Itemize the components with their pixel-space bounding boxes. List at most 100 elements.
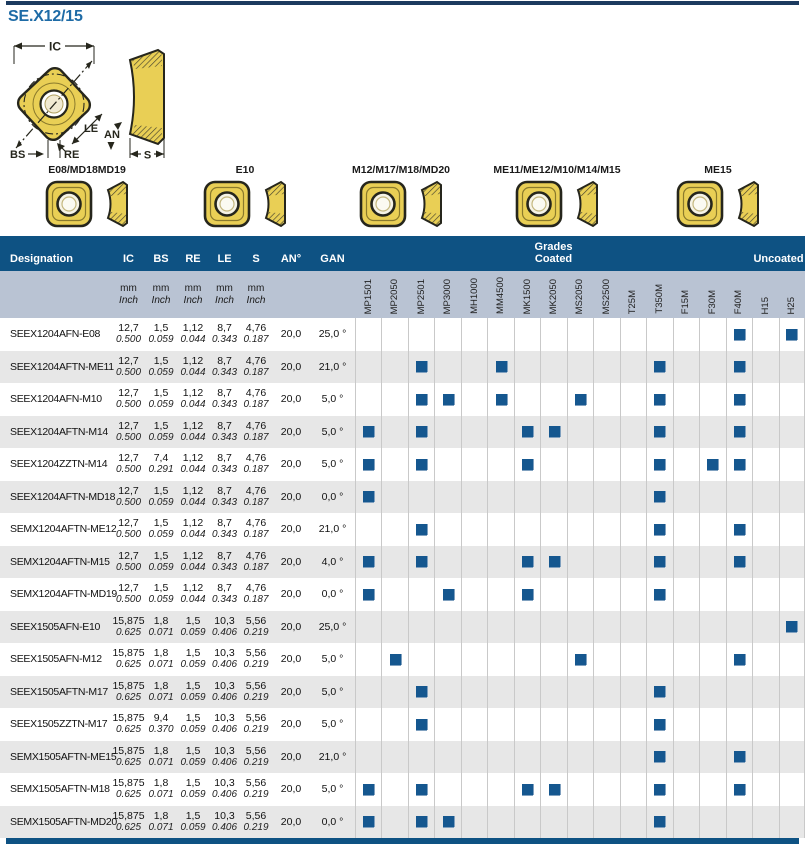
grade-cell-F30M: [699, 513, 725, 546]
ic-cell: 15,875 0.625: [112, 615, 145, 639]
table-row: SEEX1204AFN-M10 12,7 0.500 1,5 0.059 1,12 0.04…: [0, 383, 805, 416]
value-inch: 0.071: [148, 659, 174, 671]
grade-cell-MS2500: [593, 740, 619, 773]
le-cell: 8,7 0.343: [209, 322, 240, 346]
grade-cell-H25: [778, 318, 805, 351]
an-cell: 20,0: [280, 425, 302, 438]
availability-mark: [654, 686, 666, 698]
value-inch: 0.044: [180, 529, 206, 541]
value-mm: 8,7: [217, 387, 232, 400]
grade-cell-H15: [752, 675, 778, 708]
value-mm: 8,7: [217, 582, 232, 595]
value-inch: 0.406: [211, 724, 238, 736]
grade-cell-MP3000: [434, 643, 460, 676]
value-mm: 4,76: [245, 452, 267, 465]
grade-cell-T25M: [619, 350, 646, 383]
value-inch: 0.059: [180, 724, 206, 736]
value-mm: 1,5: [153, 322, 169, 335]
grade-column-label: MS2500: [593, 271, 619, 318]
s-cell: 4,76 0.187: [240, 582, 272, 606]
dimension-drawing: IC LE BS RE AN: [10, 40, 165, 162]
le-cell: 8,7 0.343: [209, 387, 240, 411]
value-mm: 10,3: [214, 679, 235, 692]
availability-mark: [416, 686, 428, 698]
table-row: SEEX1505AFN-M12 15,875 0.625 1,8 0.071 1,5 0.0…: [0, 643, 805, 676]
value-inch: 0.187: [243, 464, 269, 476]
grade-column-label: F30M: [699, 271, 725, 318]
grade-cell-MH1000: [460, 415, 487, 448]
grade-cell-MK1500: [513, 318, 540, 351]
value-mm: 9,4: [153, 712, 169, 725]
value-inch: 0.219: [243, 691, 269, 703]
table-row: SEMX1204AFTN-ME12 12,7 0.500 1,5 0.059 1,12 0.…: [0, 513, 805, 546]
insert-front-view-image: [515, 180, 562, 228]
availability-mark: [654, 361, 666, 373]
grade-name: MK2050: [548, 278, 560, 314]
insert-side-view-image: [106, 180, 128, 228]
s-cell: 5,56 0.219: [240, 745, 272, 769]
grade-cell-F40M: [725, 545, 752, 578]
grade-cell-MP2050: [381, 773, 407, 806]
grade-name: T350M: [653, 284, 665, 314]
value-mm: 1,12: [182, 452, 204, 465]
grade-cell-T25M: [619, 773, 646, 806]
grade-cell-MH1000: [460, 448, 487, 481]
grade-cell-MP2501: [407, 675, 434, 708]
s-cell: 4,76 0.187: [240, 550, 272, 574]
grade-cell-T25M: [619, 480, 646, 513]
subheader-spacer: [272, 271, 310, 318]
grade-cell-H25: [778, 610, 805, 643]
value-mm: 12,7: [118, 354, 139, 367]
availability-mark: [654, 751, 666, 763]
value-inch: 0.343: [211, 594, 238, 606]
grade-cell-MM4500: [487, 773, 513, 806]
value-inch: 0.187: [243, 399, 269, 411]
gan-cell: 25,0 °: [318, 620, 347, 633]
grade-cell-MH1000: [460, 643, 487, 676]
grade-cell-F40M: [725, 740, 752, 773]
dim-label-an: AN: [104, 129, 120, 141]
insert-images: [676, 180, 761, 228]
grade-cell-MP3000: [434, 805, 460, 838]
an-cell: 20,0: [280, 685, 302, 698]
table-row: SEEX1204ZZTN-M14 12,7 0.500 7,4 0.291 1,12 0.0…: [0, 448, 805, 481]
grade-cell-T25M: [619, 545, 646, 578]
value-mm: 10,3: [214, 712, 235, 725]
grade-cell-H15: [752, 318, 778, 351]
grade-cell-F15M: [672, 383, 699, 416]
grade-cell-MS2050: [566, 675, 593, 708]
grade-cell-MP2501: [407, 350, 434, 383]
insert-style-label: M12/M17/M18/MD20: [351, 164, 451, 176]
page-title: SE.X12/15: [8, 8, 83, 25]
designation-cell: SEEX1505AFN-E10: [10, 620, 101, 633]
le-cell: 8,7 0.343: [209, 420, 240, 444]
grade-cell-MS2500: [593, 578, 619, 611]
insert-style-group: ME11/ME12/M10/M14/M15: [493, 164, 621, 228]
grade-column-label: MH1000: [461, 271, 487, 318]
bottom-rule: [6, 838, 799, 844]
grade-cell-H25: [778, 578, 805, 611]
grade-cell-MP2050: [381, 480, 407, 513]
designation-cell: SEEX1204AFTN-MD18: [10, 490, 116, 503]
le-cell: 8,7 0.343: [209, 452, 240, 476]
grade-cell-H25: [778, 383, 805, 416]
re-cell: 1,12 0.044: [177, 582, 209, 606]
availability-mark: [416, 458, 428, 470]
table-row: SEMX1204AFTN-M15 12,7 0.500 1,5 0.059 1,12 0.0…: [0, 545, 805, 578]
grade-name: MH1000: [468, 278, 480, 314]
grade-cell-MH1000: [460, 610, 487, 643]
le-cell: 8,7 0.343: [209, 485, 240, 509]
ic-cell: 15,875 0.625: [112, 680, 145, 704]
grade-cell-T25M: [619, 708, 646, 741]
s-cell: 5,56 0.219: [240, 615, 272, 639]
availability-mark: [416, 783, 428, 795]
availability-mark: [495, 361, 507, 373]
grade-cell-MM4500: [487, 675, 513, 708]
grade-cell-H25: [778, 643, 805, 676]
grade-column-label: MP2501: [408, 271, 434, 318]
grade-cell-F15M: [672, 578, 699, 611]
grade-cell-MP3000: [434, 480, 460, 513]
grade-column-label: MK2050: [540, 271, 566, 318]
designation-cell: SEMX1505AFTN-ME15: [10, 750, 117, 763]
grade-cell-MK1500: [513, 773, 540, 806]
